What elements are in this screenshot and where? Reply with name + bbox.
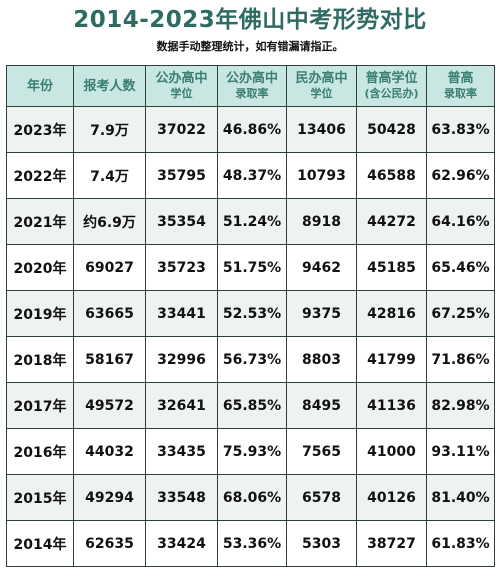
cell-private-seats: 8803 <box>286 336 357 383</box>
cell-total-rate: 67.25% <box>426 290 495 337</box>
cell-public-seats: 32996 <box>145 336 218 383</box>
cell-year: 2021年 <box>6 198 74 245</box>
header-year: 年份 <box>6 65 74 107</box>
cell-public-rate: 46.86% <box>217 106 287 153</box>
comparison-table: 年份 报考人数 公办高中 学位 公办高中 录取率 民办高中 学位 普高学位 (含公民办)… <box>6 65 495 567</box>
cell-public-rate: 53.36% <box>217 520 287 567</box>
cell-public-seats: 37022 <box>145 106 218 153</box>
cell-total-seats: 38727 <box>356 520 427 567</box>
header-total-rate: 普高 录取率 <box>426 65 495 107</box>
cell-total-rate: 64.16% <box>426 198 495 245</box>
table-body: 2023年 7.9万 37022 46.86% 13406 50428 63.83% 2022… <box>6 106 495 567</box>
cell-private-seats: 5303 <box>286 520 357 567</box>
header-applicants: 报考人数 <box>73 65 146 107</box>
cell-total-rate: 71.86% <box>426 336 495 383</box>
cell-total-rate: 65.46% <box>426 244 495 291</box>
cell-total-seats: 41000 <box>356 428 427 475</box>
table-row: 2020年 69027 35723 51.75% 9462 45185 65.46% <box>6 244 495 291</box>
cell-year: 2014年 <box>6 520 74 567</box>
cell-public-rate: 75.93% <box>217 428 287 475</box>
cell-public-rate: 68.06% <box>217 474 287 521</box>
cell-private-seats: 9462 <box>286 244 357 291</box>
cell-total-seats: 41799 <box>356 336 427 383</box>
table-row: 2016年 44032 33435 75.93% 7565 41000 93.11% <box>6 428 495 475</box>
header-total-seats: 普高学位 (含公民办) <box>356 65 427 107</box>
cell-private-seats: 8495 <box>286 382 357 429</box>
cell-public-seats: 35354 <box>145 198 218 245</box>
cell-applicants: 63665 <box>73 290 146 337</box>
cell-public-seats: 33548 <box>145 474 218 521</box>
cell-total-rate: 63.83% <box>426 106 495 153</box>
table-row: 2022年 7.4万 35795 48.37% 10793 46588 62.96% <box>6 152 495 199</box>
cell-applicants: 69027 <box>73 244 146 291</box>
cell-public-seats: 33424 <box>145 520 218 567</box>
cell-applicants: 62635 <box>73 520 146 567</box>
cell-public-rate: 51.75% <box>217 244 287 291</box>
header-public-seats: 公办高中 学位 <box>145 65 218 107</box>
cell-total-seats: 45185 <box>356 244 427 291</box>
table-row: 2023年 7.9万 37022 46.86% 13406 50428 63.83% <box>6 106 495 153</box>
cell-total-seats: 50428 <box>356 106 427 153</box>
cell-total-rate: 82.98% <box>426 382 495 429</box>
cell-private-seats: 7565 <box>286 428 357 475</box>
header-private-seats: 民办高中 学位 <box>286 65 357 107</box>
cell-private-seats: 6578 <box>286 474 357 521</box>
cell-applicants: 44032 <box>73 428 146 475</box>
cell-private-seats: 10793 <box>286 152 357 199</box>
cell-year: 2020年 <box>6 244 74 291</box>
cell-applicants: 约6.9万 <box>73 198 146 245</box>
cell-total-seats: 44272 <box>356 198 427 245</box>
cell-total-rate: 81.40% <box>426 474 495 521</box>
page-title: 2014-2023年佛山中考形势对比 <box>73 7 427 33</box>
cell-public-rate: 52.53% <box>217 290 287 337</box>
cell-year: 2016年 <box>6 428 74 475</box>
cell-total-rate: 62.96% <box>426 152 495 199</box>
cell-year: 2022年 <box>6 152 74 199</box>
cell-year: 2018年 <box>6 336 74 383</box>
table-row: 2015年 49294 33548 68.06% 6578 40126 81.40% <box>6 474 495 521</box>
cell-total-rate: 93.11% <box>426 428 495 475</box>
table-row: 2021年 约6.9万 35354 51.24% 8918 44272 64.16% <box>6 198 495 245</box>
cell-year: 2015年 <box>6 474 74 521</box>
cell-public-rate: 48.37% <box>217 152 287 199</box>
table-header-row: 年份 报考人数 公办高中 学位 公办高中 录取率 民办高中 学位 普高学位 (含公民办)… <box>6 65 495 107</box>
page-subtitle: 数据手动整理统计，如有错漏请指正。 <box>156 40 344 53</box>
cell-public-rate: 51.24% <box>217 198 287 245</box>
cell-applicants: 49572 <box>73 382 146 429</box>
cell-public-seats: 32641 <box>145 382 218 429</box>
cell-applicants: 58167 <box>73 336 146 383</box>
header-public-rate: 公办高中 录取率 <box>217 65 287 107</box>
cell-public-rate: 65.85% <box>217 382 287 429</box>
cell-private-seats: 8918 <box>286 198 357 245</box>
cell-total-rate: 61.83% <box>426 520 495 567</box>
cell-applicants: 49294 <box>73 474 146 521</box>
cell-applicants: 7.4万 <box>73 152 146 199</box>
cell-public-seats: 33435 <box>145 428 218 475</box>
cell-year: 2023年 <box>6 106 74 153</box>
cell-year: 2017年 <box>6 382 74 429</box>
cell-public-seats: 35795 <box>145 152 218 199</box>
cell-applicants: 7.9万 <box>73 106 146 153</box>
table-row: 2014年 62635 33424 53.36% 5303 38727 61.83% <box>6 520 495 567</box>
table-row: 2019年 63665 33441 52.53% 9375 42816 67.25% <box>6 290 495 337</box>
document-page: 2014-2023年佛山中考形势对比 数据手动整理统计，如有错漏请指正。 年份 … <box>0 3 500 577</box>
table-row: 2017年 49572 32641 65.85% 8495 41136 82.98% <box>6 382 495 429</box>
cell-total-seats: 46588 <box>356 152 427 199</box>
cell-public-seats: 35723 <box>145 244 218 291</box>
cell-total-seats: 41136 <box>356 382 427 429</box>
cell-year: 2019年 <box>6 290 74 337</box>
cell-private-seats: 9375 <box>286 290 357 337</box>
cell-private-seats: 13406 <box>286 106 357 153</box>
cell-public-seats: 33441 <box>145 290 218 337</box>
table-row: 2018年 58167 32996 56.73% 8803 41799 71.86% <box>6 336 495 383</box>
cell-total-seats: 40126 <box>356 474 427 521</box>
cell-public-rate: 56.73% <box>217 336 287 383</box>
cell-total-seats: 42816 <box>356 290 427 337</box>
